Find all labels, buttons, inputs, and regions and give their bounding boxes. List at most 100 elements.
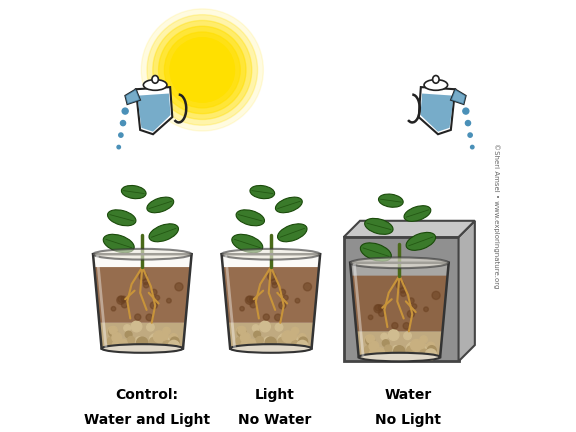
Circle shape	[135, 337, 143, 344]
Circle shape	[396, 281, 404, 289]
Ellipse shape	[359, 353, 440, 361]
Circle shape	[118, 296, 124, 302]
Circle shape	[407, 310, 415, 318]
Circle shape	[404, 332, 411, 340]
Circle shape	[249, 296, 255, 302]
Circle shape	[119, 133, 123, 137]
Circle shape	[280, 289, 286, 295]
Circle shape	[135, 314, 141, 320]
Circle shape	[412, 304, 417, 309]
Ellipse shape	[361, 243, 391, 261]
Circle shape	[112, 340, 121, 349]
Text: Water and Light: Water and Light	[84, 413, 210, 427]
Circle shape	[107, 337, 116, 346]
Circle shape	[407, 346, 415, 354]
Circle shape	[236, 337, 244, 346]
Circle shape	[238, 327, 246, 334]
Circle shape	[241, 340, 250, 349]
Circle shape	[122, 108, 128, 114]
Circle shape	[278, 335, 286, 343]
Polygon shape	[136, 87, 172, 134]
Circle shape	[139, 272, 147, 280]
Circle shape	[299, 337, 308, 346]
Circle shape	[108, 327, 116, 335]
Circle shape	[365, 346, 373, 354]
Circle shape	[240, 306, 244, 311]
Circle shape	[366, 335, 374, 343]
Text: Water: Water	[384, 388, 431, 402]
Circle shape	[146, 314, 153, 321]
Circle shape	[299, 337, 308, 346]
Circle shape	[365, 335, 373, 343]
Ellipse shape	[236, 210, 264, 226]
Circle shape	[147, 15, 257, 125]
Circle shape	[163, 327, 170, 335]
Circle shape	[291, 340, 299, 348]
Circle shape	[291, 327, 299, 335]
Ellipse shape	[406, 232, 435, 250]
Circle shape	[175, 283, 183, 291]
Circle shape	[425, 345, 435, 355]
Circle shape	[393, 346, 400, 353]
Circle shape	[112, 333, 122, 343]
Circle shape	[427, 342, 435, 350]
Circle shape	[153, 20, 252, 120]
Circle shape	[416, 340, 425, 349]
Ellipse shape	[143, 79, 167, 90]
Circle shape	[125, 331, 132, 338]
Circle shape	[264, 337, 271, 344]
Circle shape	[237, 328, 246, 337]
Circle shape	[168, 336, 178, 346]
Polygon shape	[137, 93, 170, 132]
Circle shape	[245, 296, 253, 305]
Circle shape	[122, 302, 128, 308]
Circle shape	[151, 289, 157, 295]
Polygon shape	[344, 221, 475, 237]
Circle shape	[151, 334, 158, 340]
Circle shape	[366, 337, 374, 345]
Ellipse shape	[378, 194, 403, 207]
Circle shape	[420, 349, 427, 356]
Ellipse shape	[152, 76, 158, 83]
Circle shape	[297, 336, 307, 346]
Polygon shape	[458, 221, 475, 361]
Text: ©Sheri Amsel • www.exploringnature.org: ©Sheri Amsel • www.exploringnature.org	[492, 143, 499, 288]
Circle shape	[254, 331, 260, 338]
Circle shape	[272, 283, 278, 288]
Ellipse shape	[93, 249, 192, 260]
Circle shape	[378, 305, 384, 310]
Polygon shape	[125, 89, 140, 104]
Circle shape	[468, 133, 472, 137]
Circle shape	[408, 343, 415, 349]
Polygon shape	[419, 87, 455, 134]
Ellipse shape	[365, 219, 393, 234]
Polygon shape	[451, 89, 466, 104]
Circle shape	[252, 325, 259, 331]
Circle shape	[250, 302, 256, 308]
Circle shape	[275, 314, 281, 321]
Circle shape	[168, 340, 179, 352]
Circle shape	[381, 334, 388, 340]
Polygon shape	[222, 254, 320, 349]
Circle shape	[109, 328, 118, 337]
Circle shape	[392, 323, 398, 329]
Circle shape	[382, 340, 389, 346]
Text: Light: Light	[255, 388, 295, 402]
Circle shape	[131, 321, 142, 332]
Ellipse shape	[278, 224, 307, 242]
Circle shape	[165, 336, 173, 344]
Circle shape	[420, 336, 427, 343]
Text: Control:: Control:	[115, 388, 178, 402]
Circle shape	[393, 346, 405, 357]
Circle shape	[376, 348, 384, 356]
Circle shape	[411, 340, 422, 351]
Circle shape	[278, 337, 286, 346]
Circle shape	[369, 349, 378, 358]
Text: No Light: No Light	[375, 413, 441, 427]
Circle shape	[121, 296, 127, 302]
Circle shape	[124, 325, 130, 331]
Circle shape	[408, 298, 414, 304]
Circle shape	[166, 299, 171, 303]
Circle shape	[298, 334, 306, 341]
Polygon shape	[420, 93, 454, 132]
